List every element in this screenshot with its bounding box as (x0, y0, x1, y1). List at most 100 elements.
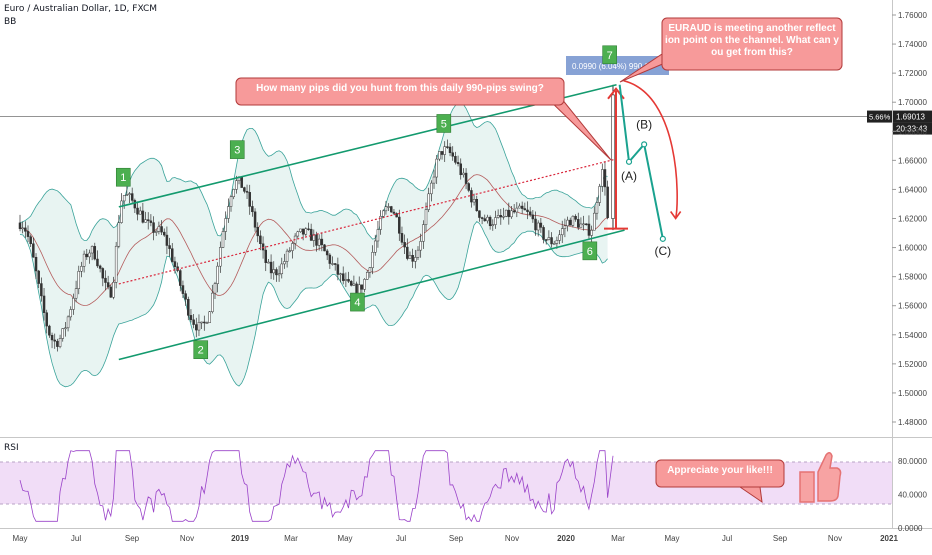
wave-label-1 (115, 167, 131, 187)
candle-body (504, 209, 508, 217)
candle-body (555, 240, 559, 244)
candle-body (221, 231, 225, 248)
like-callout-text: Appreciate your like!!! (667, 465, 773, 476)
question-callout-box (235, 77, 565, 106)
x-tick-label: Nov (505, 534, 519, 543)
x-tick-label: May (664, 534, 679, 543)
candle-body (467, 183, 470, 191)
channel-callout-text: ou get from this? (711, 47, 793, 58)
candle-body (256, 227, 259, 237)
candle-body (376, 229, 380, 242)
channel-callout-box (661, 17, 843, 71)
wave-label-text: 3 (234, 145, 240, 157)
channel-midline[interactable] (118, 158, 617, 285)
countdown-tag-text: 20:33:43 (896, 125, 928, 134)
question-callout-pointer (544, 87, 612, 161)
candle-body (475, 198, 479, 211)
x-tick-label: May (12, 534, 27, 543)
candle-body (494, 217, 497, 225)
candle-body (331, 263, 334, 265)
candle-body (339, 273, 342, 275)
candle-body (558, 234, 561, 241)
candle-body (208, 311, 211, 323)
candle-body (390, 206, 393, 213)
candle-body (165, 234, 169, 246)
candle-body (459, 163, 462, 176)
candle-body (157, 226, 161, 232)
candle-body (232, 189, 235, 198)
candle-body (307, 228, 310, 230)
candle-body (384, 206, 388, 212)
candle-body (171, 248, 174, 262)
candle-body (299, 228, 302, 233)
x-tick-label: Nov (828, 534, 842, 543)
candle-body (21, 227, 24, 230)
candle-body (328, 254, 332, 264)
candle-body (341, 273, 345, 281)
candle-body (456, 162, 460, 165)
price-axis[interactable]: 1.76000 1.74000 1.72000 1.70000 1.68000 1.660… (892, 11, 927, 427)
candle-body (579, 223, 583, 228)
candle-body (229, 196, 233, 207)
candle-body (451, 152, 454, 157)
candle-body (77, 271, 81, 289)
candle-body (74, 288, 78, 299)
candle-body (606, 186, 609, 219)
candle-body (101, 268, 105, 279)
candle-body (392, 211, 396, 214)
candle-body (184, 293, 187, 300)
y-tick-label: 1.58000 (898, 273, 927, 282)
candle-body (66, 316, 70, 329)
candle-body (136, 207, 139, 215)
time-axis[interactable]: May Jul Sep Nov 2019 Mar May Jul Sep Nov 2020 Mar Ma… (12, 534, 898, 543)
thumb-hand (817, 452, 842, 502)
candle-body (32, 243, 35, 258)
price-tag-text: 1.69013 (896, 113, 925, 122)
channel-lower-line[interactable] (118, 229, 625, 361)
like-callout-box (655, 459, 785, 488)
candle-body (440, 151, 444, 155)
candle-body (411, 255, 414, 262)
wave-label-text: 7 (607, 50, 613, 62)
candle-body (122, 195, 126, 202)
candle-body (125, 194, 129, 196)
candle-body (88, 252, 91, 258)
candle-body (64, 327, 67, 330)
candle-body (173, 261, 177, 267)
candle-body (301, 228, 305, 235)
candle-body (227, 206, 230, 219)
candle-body (179, 270, 182, 286)
candle-body (181, 285, 185, 294)
like-callout[interactable]: Appreciate your like!!! (655, 459, 785, 504)
candle-body (323, 244, 326, 252)
candle-body (403, 242, 406, 248)
wave-label-2 (193, 340, 209, 359)
candle-body (360, 284, 364, 290)
candle-body (539, 222, 543, 228)
candle-body (400, 233, 404, 243)
projection-label: (B) (636, 117, 652, 131)
candle-body (195, 324, 198, 331)
candle-body (304, 228, 308, 235)
candle-body (309, 228, 313, 241)
x-tick-label: Jul (396, 534, 406, 543)
candle-body (603, 169, 607, 188)
candle-body (213, 283, 217, 294)
question-callout[interactable]: How many pips did you hunt from this dai… (235, 77, 612, 161)
wave-label-text: 6 (587, 246, 593, 258)
annotations: 5.66% 1.69013 20:33:43 0.0990 (6.04%) 990.0… (0, 17, 932, 504)
candle-body (510, 210, 513, 218)
candle-body (406, 246, 409, 259)
y-tick-label: 1.76000 (898, 11, 927, 20)
candle-body (248, 192, 251, 207)
candle-body (427, 193, 430, 210)
candle-body (587, 223, 591, 236)
candle-body (419, 241, 422, 251)
like-callout-pointer (739, 486, 763, 504)
candle-body (408, 255, 412, 259)
candle-body (368, 267, 372, 273)
y-tick-label: 1.50000 (898, 389, 927, 398)
channel-callout-text: ion point on the channel. What can y (665, 35, 839, 46)
